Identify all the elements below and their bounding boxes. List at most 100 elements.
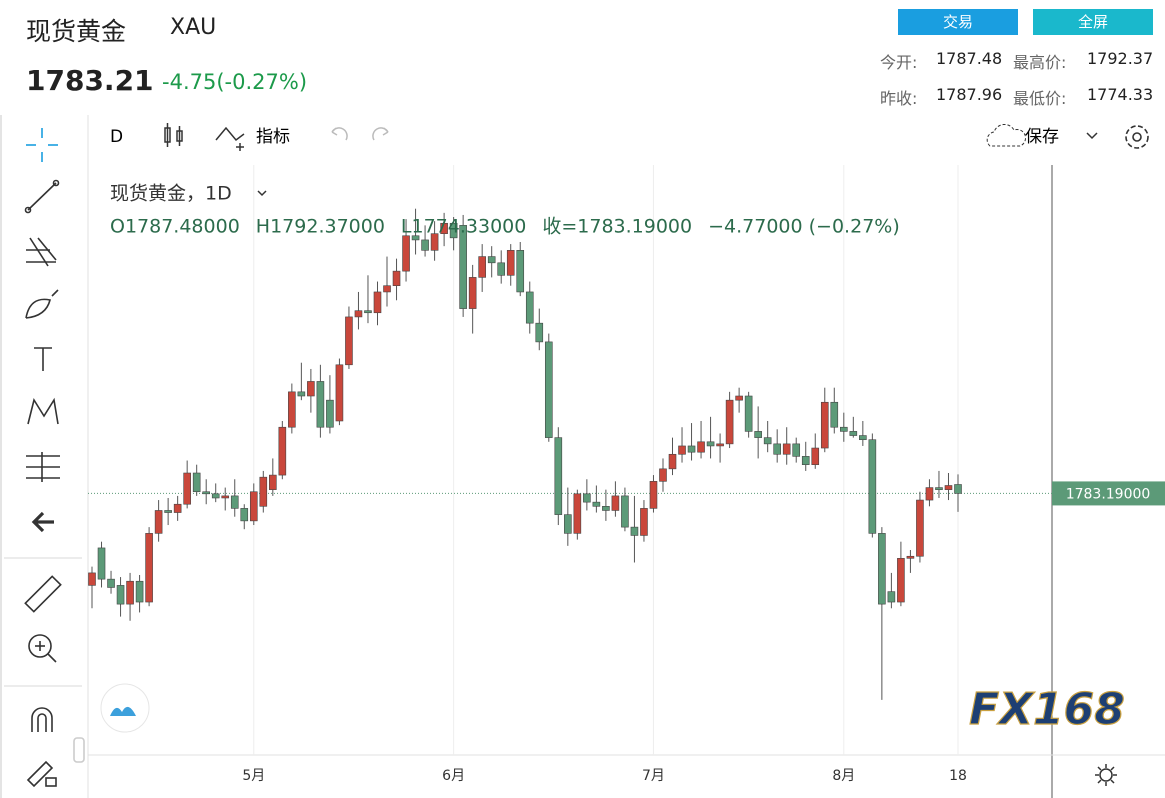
candle-body [192,472,201,493]
undo-redo[interactable] [331,127,389,141]
trendline-tool[interactable] [24,179,60,214]
candle-body [649,481,658,509]
hide-toolbar[interactable] [31,511,54,533]
trade-button[interactable]: 交易 [898,9,1018,35]
fib-tool[interactable] [26,237,57,267]
candle-body [440,222,448,234]
cloud-icon[interactable] [986,124,1027,147]
candle-body [830,401,839,428]
candle-body [97,547,106,580]
candle-body [887,591,896,603]
candle-body [259,476,268,507]
candle-body [602,506,610,511]
candle-body [583,493,591,503]
stat-value: 1792.37 [1087,49,1154,68]
save-button[interactable]: 保存 [1025,127,1059,147]
candle-body [278,426,287,476]
candle-body [763,437,772,445]
candle-body [392,270,401,287]
interval[interactable]: D [110,127,123,147]
x-tick-label: 8月 [832,768,855,784]
candle-body [820,401,829,449]
candle-body [668,453,677,470]
zoom-tool[interactable] [28,634,57,663]
candle-body [326,399,334,428]
candle-body [868,439,877,534]
candle-body [687,445,696,453]
crosshair-tool[interactable] [26,128,58,162]
candle-body [240,508,249,522]
candle-body [735,395,743,401]
candle-body [925,487,934,501]
candle-body [221,495,230,499]
stat-value: 1787.48 [936,49,1003,68]
candle-body [640,508,648,536]
collapse-button[interactable] [73,737,85,763]
candle-body [630,526,639,536]
axis-settings[interactable] [1095,764,1117,786]
candle-body [364,310,372,314]
ohlc-legend: L1774.33000 [401,216,526,238]
candle-body [878,533,886,605]
candle-body [335,364,344,422]
candle-body [573,493,582,534]
candle-body [535,322,544,343]
candle-body [792,443,801,457]
candle-body [173,503,182,513]
candle-body [345,316,353,366]
stat-label: 最低价: [1013,89,1067,108]
candle-body [249,491,258,522]
candle-body [354,310,363,318]
stat-label: 最高价: [1013,53,1067,72]
logo [100,683,150,733]
candle-body [145,533,153,603]
change: -4.75(-0.27%) [162,70,308,94]
stat-value: 1774.33 [1087,85,1154,104]
candle-body [154,510,163,534]
candle-body [782,443,791,455]
chart-type-button[interactable] [164,123,183,147]
stat-value: 1787.96 [936,85,1003,104]
candle-body [697,441,705,453]
candle-body [506,250,515,276]
settings-button[interactable] [1125,125,1149,149]
candle-body [611,495,620,511]
candle-body [316,381,325,428]
indicator-button[interactable]: 指标 [256,127,290,147]
last-price-label: 1783.19000 [1066,486,1151,502]
candle-body [621,495,629,528]
candle-body [116,585,125,605]
pattern-tool[interactable] [27,397,59,425]
title: 现货黄金 [26,17,127,46]
candle-body [402,235,410,272]
brush-tool[interactable] [25,289,59,319]
candle-body [478,256,486,278]
candle-body [107,578,115,588]
candle-body [468,277,477,309]
candle-body [525,291,534,324]
ohlc-legend: O1787.48000 [110,216,240,238]
lock-tool[interactable] [26,760,57,788]
candle-body [773,443,781,455]
candle-body [840,426,848,432]
candle-body [897,558,905,603]
measure-tool[interactable] [26,452,60,482]
candle-body [211,493,220,499]
candle-body [744,395,753,432]
indicator-icon[interactable] [215,126,245,151]
x-tick-label: 6月 [442,768,465,784]
ohlc-legend: −4.77000 (−0.27%) [708,216,900,238]
ruler-tool[interactable] [24,575,62,613]
candle-body [288,391,296,428]
legend-menu[interactable] [257,190,267,197]
fullscreen-button[interactable]: 全屏 [1033,9,1153,35]
candle-body [716,443,724,447]
x-tick-label: 18 [949,768,967,784]
candle-body [592,501,601,507]
candle-body [297,391,306,397]
text-tool[interactable] [34,347,52,371]
save-menu[interactable] [1086,132,1098,140]
magnet-tool[interactable] [31,707,53,732]
